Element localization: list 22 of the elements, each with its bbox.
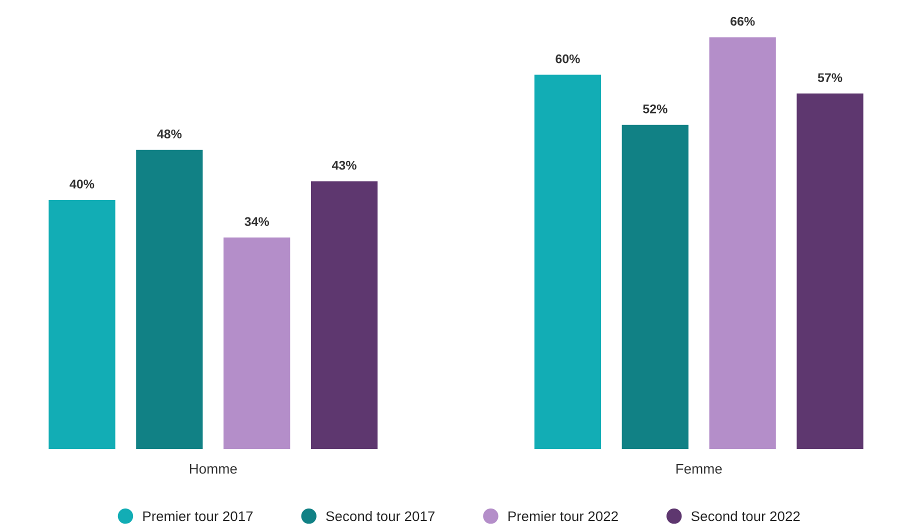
bar: [310, 180, 379, 450]
data-label: 34%: [244, 217, 270, 226]
legend-label: Second tour 2017: [326, 510, 434, 522]
bar: [533, 73, 602, 450]
legend-label: Premier tour 2017: [143, 510, 253, 522]
data-label: 40%: [70, 180, 94, 188]
bar: [47, 198, 117, 450]
x-tick-label: Femme: [676, 464, 722, 474]
legend-label: Second tour 2022: [691, 510, 800, 522]
data-label: 57%: [818, 73, 842, 82]
bar: [795, 92, 865, 450]
bar: [620, 123, 690, 450]
bar: [222, 236, 292, 450]
data-label: 60%: [556, 54, 580, 64]
x-tick-label: Homme: [190, 464, 237, 474]
data-label: 66%: [730, 16, 755, 26]
data-label: 43%: [332, 160, 356, 170]
bar: [708, 36, 778, 450]
data-label: 48%: [157, 130, 182, 138]
legend-label: Premier tour 2022: [508, 510, 618, 522]
data-label: 52%: [643, 104, 668, 114]
bar: [134, 148, 204, 450]
